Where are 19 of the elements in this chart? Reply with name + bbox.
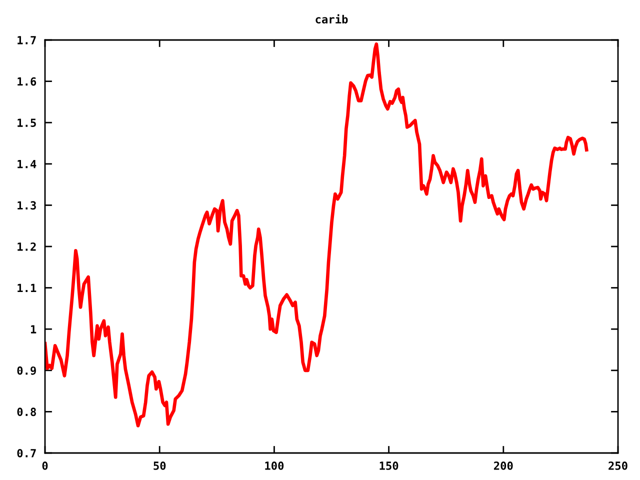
y-tick-label: 0.7 bbox=[17, 448, 36, 458]
x-tick-label: 50 bbox=[154, 462, 166, 470]
y-tick-label: 0.9 bbox=[17, 366, 36, 375]
y-tick-label: 0.8 bbox=[17, 408, 36, 416]
y-tick-label: 1.6 bbox=[18, 77, 36, 86]
x-tick-label: 0 bbox=[42, 462, 48, 470]
y-tick-label: 1.3 bbox=[18, 201, 36, 210]
y-tick-label: 1 bbox=[31, 325, 36, 334]
y-tick-label: 1.2 bbox=[18, 242, 36, 251]
y-tick-label: 1.1 bbox=[18, 284, 36, 292]
line-series bbox=[45, 42, 588, 428]
y-tick-label: 1.5 bbox=[18, 118, 36, 127]
x-tick-label: 150 bbox=[380, 462, 398, 470]
y-tick-label: 1.4 bbox=[18, 160, 36, 168]
x-tick-label: 200 bbox=[494, 462, 513, 470]
x-tick-label: 100 bbox=[265, 462, 284, 470]
x-tick-label: 250 bbox=[608, 462, 628, 470]
chart-title: carib bbox=[316, 14, 348, 24]
y-tick-label: 1.7 bbox=[18, 36, 36, 44]
